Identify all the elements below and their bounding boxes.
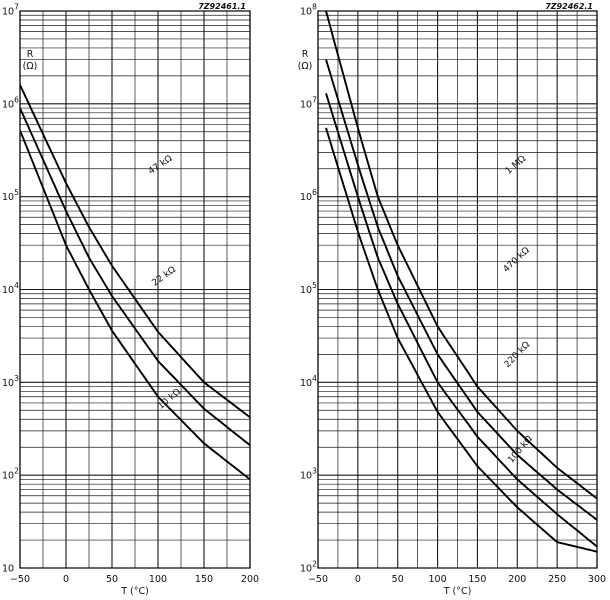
x-tick-label: 100 bbox=[429, 574, 447, 585]
series-line-2 bbox=[20, 107, 250, 447]
y-tick-label: 102 bbox=[300, 560, 317, 575]
y-tick-label: 107 bbox=[2, 3, 19, 18]
series-line-3 bbox=[20, 129, 250, 481]
x-tick-label: 0 bbox=[63, 574, 69, 585]
y-tick-label: 105 bbox=[2, 188, 19, 203]
grid bbox=[317, 11, 598, 569]
series-line-1 bbox=[325, 11, 597, 500]
curves bbox=[325, 11, 597, 553]
x-tick-label: −50 bbox=[10, 574, 30, 585]
curves bbox=[20, 84, 250, 481]
x-tick-label: 300 bbox=[588, 574, 606, 585]
series-line-2 bbox=[325, 59, 597, 521]
y-tick-label: 108 bbox=[300, 3, 317, 18]
y-tick-label: 104 bbox=[2, 281, 19, 296]
y-tick-label: 105 bbox=[300, 281, 317, 296]
x-tick-label: 200 bbox=[508, 574, 526, 585]
series-line-1 bbox=[20, 84, 250, 419]
figure-code: 7Z92462.1 bbox=[545, 2, 593, 11]
x-tick-label: 200 bbox=[241, 574, 259, 585]
grid bbox=[19, 11, 251, 569]
x-tick-label: 100 bbox=[149, 574, 167, 585]
series-label: 1 MΩ bbox=[504, 154, 528, 177]
plot-frame bbox=[317, 10, 598, 569]
y-tick-label: 10 bbox=[2, 564, 14, 575]
y-tick-label: 103 bbox=[300, 467, 317, 482]
x-tick-label: 50 bbox=[106, 574, 118, 585]
x-tick-label: 150 bbox=[195, 574, 213, 585]
plot-frame bbox=[19, 10, 251, 569]
y-tick-label: 104 bbox=[300, 374, 317, 389]
x-tick-label: −50 bbox=[308, 574, 328, 585]
series-line-4 bbox=[325, 127, 597, 553]
y-tick-label: 106 bbox=[300, 188, 317, 203]
figure-code: 7Z92461.1 bbox=[198, 2, 246, 11]
x-tick-label: 250 bbox=[548, 574, 566, 585]
y-tick-label: 106 bbox=[2, 95, 19, 110]
x-axis-label: T (°C) bbox=[120, 586, 149, 597]
series-line-3 bbox=[325, 93, 597, 548]
y-tick-label: 107 bbox=[300, 95, 317, 110]
x-tick-label: 50 bbox=[392, 574, 404, 585]
y-tick-label: 103 bbox=[2, 374, 19, 389]
y-axis-unit: (Ω) bbox=[298, 61, 313, 72]
series-label: 22 kΩ bbox=[151, 265, 178, 289]
y-axis-label: R bbox=[302, 49, 309, 60]
series-label: 100 kΩ bbox=[506, 434, 534, 465]
y-tick-label: 102 bbox=[2, 467, 19, 482]
y-axis-label: R bbox=[27, 49, 34, 60]
x-tick-label: 0 bbox=[355, 574, 361, 585]
x-tick-label: 150 bbox=[468, 574, 486, 585]
series-label: 47 kΩ bbox=[147, 154, 175, 177]
x-axis-label: T (°C) bbox=[443, 586, 472, 597]
y-axis-unit: (Ω) bbox=[23, 61, 38, 72]
